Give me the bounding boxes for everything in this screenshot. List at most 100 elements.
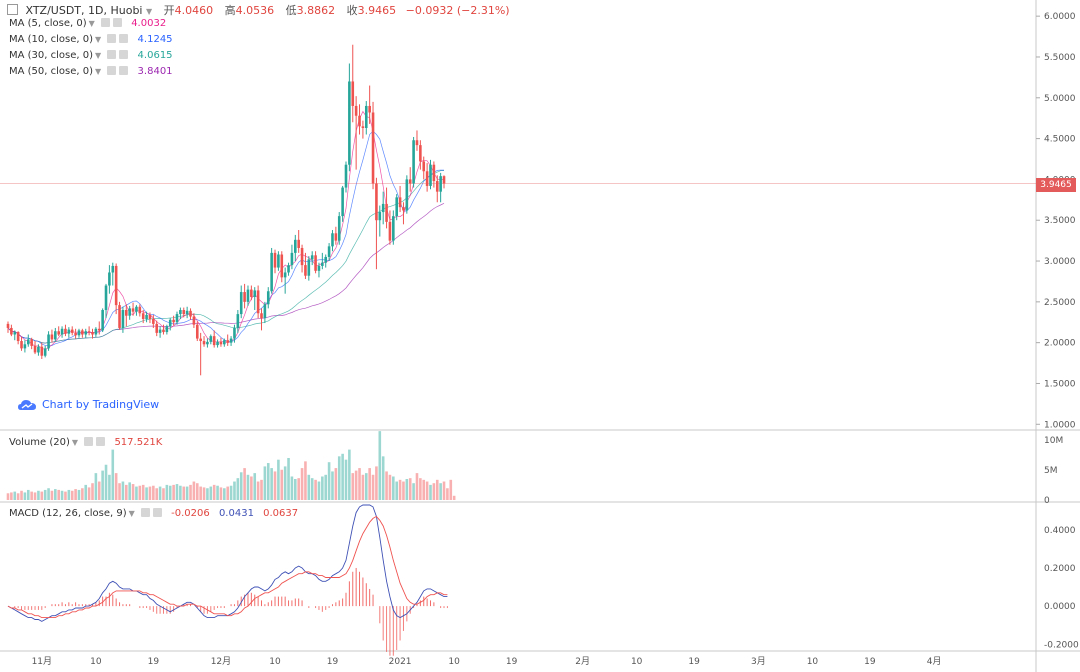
volume-bar [446,488,449,500]
close-icon[interactable] [113,18,122,27]
volume-bar [155,488,159,500]
close-icon[interactable] [119,34,129,43]
candle-body [429,164,432,186]
x-tick-label: 4月 [927,656,942,667]
volume-bar [74,489,77,500]
volume-bar [314,479,317,500]
candle-body [385,203,388,222]
x-tick-label: 19 [148,657,160,667]
change-value: −0.0932 (−2.31%) [405,4,510,17]
candle-body [260,313,263,319]
candle-body [60,328,64,335]
legend-ma5[interactable]: MA (5, close, 0) ▼ 4.0032 [9,17,166,31]
candle-body [26,339,30,345]
legend-macd[interactable]: MACD (12, 26, close, 9) ▼ -0.0206 0.0431 … [9,507,298,521]
candle-body [10,327,13,335]
chevron-down-icon[interactable]: ▼ [128,509,135,518]
candle-body [415,140,419,146]
volume-bar [10,492,13,500]
chevron-down-icon[interactable]: ▼ [146,7,153,16]
candle-body [37,346,40,353]
candle-body [304,265,307,276]
chevron-down-icon[interactable]: ▼ [71,438,79,447]
candle-body [334,233,338,241]
macd-label: MACD (12, 26, close, 9) [9,508,127,519]
candle-body [236,314,240,328]
candle-body [30,339,33,346]
candle-body [104,285,108,311]
candle-body [425,171,429,186]
legend-volume[interactable]: Volume (20) ▼ 517.521K [9,436,162,450]
chevron-down-icon[interactable]: ▼ [95,67,102,76]
candle-body [87,331,91,333]
settings-icon[interactable] [107,34,117,43]
ma5-line [7,110,445,351]
ma30-line [7,170,445,344]
volume-bar [223,488,226,500]
volume-bar [270,468,273,500]
low-label: 低 [285,4,297,17]
volume-bar [297,478,300,500]
volume-bar [304,461,307,500]
candle-body [246,289,250,302]
open-label: 开 [163,4,175,17]
candle-body [408,179,412,184]
volume-bar [415,473,419,500]
volume-bar [402,481,405,500]
price-tick-label: 6.0000 [1044,12,1076,22]
ma10-value: 4.1245 [137,34,173,45]
candle-body [307,259,311,276]
close-icon[interactable] [119,66,129,75]
close-icon[interactable] [119,50,129,59]
chevron-down-icon[interactable]: ▼ [95,35,102,44]
symbol-title[interactable]: XTZ/USDT, 1D, Huobi [25,4,143,17]
macd-tick-label: 0.4000 [1044,526,1076,536]
ma5-label: MA (5, close, 0) [9,18,87,29]
chevron-down-icon[interactable]: ▼ [88,19,95,28]
price-tick-label: 2.0000 [1044,339,1076,349]
legend-ma50[interactable]: MA (50, close, 0) ▼ 3.8401 [9,65,173,79]
settings-icon[interactable] [107,50,117,59]
candle-body [348,81,351,165]
volume-bar [226,486,229,500]
low-value: 3.8862 [296,4,336,17]
candle-body [182,310,186,315]
close-icon[interactable] [96,437,106,446]
candle-body [256,290,260,314]
volume-bar [108,474,111,500]
volume-bar [351,473,355,500]
volume-bar [77,489,81,500]
volume-bar [361,474,365,500]
volume-bar [287,458,290,500]
close-icon[interactable] [152,508,162,517]
volume-bar [57,489,60,500]
collapse-icon[interactable] [7,4,18,15]
volume-bar [33,492,37,500]
settings-icon[interactable] [107,66,117,75]
chevron-down-icon[interactable]: ▼ [95,51,102,60]
volume-bar [70,490,74,500]
macd-hist-value: -0.0206 [171,508,210,519]
candle-body [405,179,409,211]
volume-bar [371,474,375,500]
candle-body [128,308,131,316]
volume-bar [283,466,287,500]
settings-icon[interactable] [101,18,110,27]
candle-body [192,316,196,325]
settings-icon[interactable] [140,508,150,517]
legend-ma10[interactable]: MA (10, close, 0) ▼ 4.1245 [9,33,173,47]
volume-bar [250,476,253,500]
candle-body [121,310,125,328]
volume-bar [216,485,219,500]
tradingview-badge[interactable]: Chart by TradingView [18,398,159,411]
volume-bar [307,474,311,500]
volume-bar [395,481,398,500]
settings-icon[interactable] [84,437,94,446]
volume-bar [280,469,284,500]
legend-ma30[interactable]: MA (30, close, 0) ▼ 4.0615 [9,49,173,63]
candle-body [101,310,104,331]
candle-body [148,314,152,319]
x-tick-label: 10 [90,657,102,667]
candle-body [43,348,47,356]
